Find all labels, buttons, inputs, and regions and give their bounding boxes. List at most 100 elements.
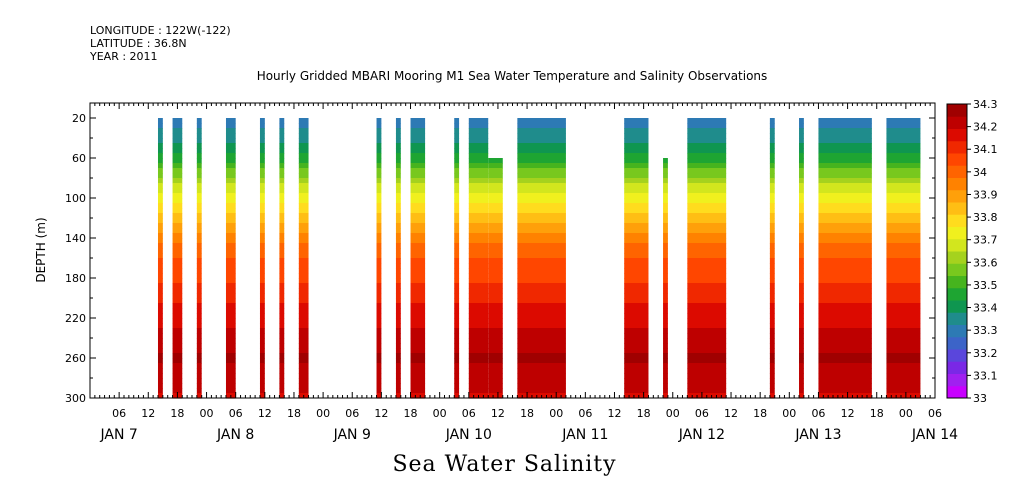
data-cell (818, 393, 872, 399)
data-cell (376, 148, 382, 154)
data-cell (157, 198, 163, 204)
data-cell (298, 148, 309, 154)
data-cell (157, 218, 163, 224)
data-cell (395, 158, 401, 164)
data-cell (376, 353, 382, 359)
data-cell (517, 293, 566, 299)
data-cell (488, 278, 503, 284)
data-cell (196, 188, 202, 194)
data-cell (886, 263, 921, 269)
data-cell (172, 193, 183, 199)
data-cell (196, 318, 202, 324)
data-cell (886, 163, 921, 169)
data-cell (799, 318, 804, 324)
data-cell (172, 303, 183, 309)
data-cell (196, 118, 202, 124)
data-cell (663, 198, 668, 204)
data-cell (468, 273, 489, 279)
data-cell (172, 248, 183, 254)
data-cell (468, 193, 489, 199)
data-cell (663, 358, 668, 364)
data-cell (225, 233, 236, 239)
data-cell (624, 293, 649, 299)
data-cell (376, 188, 382, 194)
data-cell (687, 168, 727, 174)
data-cell (687, 388, 727, 394)
data-cell (157, 173, 163, 179)
data-cell (687, 163, 727, 169)
data-cell (172, 273, 183, 279)
data-cell (395, 238, 401, 244)
data-cell (517, 328, 566, 334)
data-cell (225, 238, 236, 244)
data-cell (454, 343, 460, 349)
data-cell (624, 198, 649, 204)
data-cell (886, 248, 921, 254)
data-cell (468, 303, 489, 309)
data-cell (225, 313, 236, 319)
data-cell (818, 368, 872, 374)
data-cell (769, 333, 775, 339)
data-cell (395, 313, 401, 319)
data-cell (818, 293, 872, 299)
data-cell (818, 208, 872, 214)
data-cell (488, 338, 503, 344)
data-cell (225, 163, 236, 169)
data-cell (410, 163, 426, 169)
data-cell (663, 188, 668, 194)
data-cell (769, 243, 775, 249)
data-cell (663, 338, 668, 344)
data-cell (799, 308, 804, 314)
data-cell (279, 163, 285, 169)
colorbar-swatch (947, 165, 967, 178)
data-cell (687, 353, 727, 359)
data-cell (225, 328, 236, 334)
data-cell (517, 163, 566, 169)
data-cell (488, 203, 503, 209)
x-tick-label: 18 (404, 407, 418, 420)
data-cell (687, 243, 727, 249)
data-cell (410, 348, 426, 354)
data-cell (517, 173, 566, 179)
data-cell (376, 308, 382, 314)
data-cell (663, 168, 668, 174)
data-cell (886, 298, 921, 304)
data-cell (395, 198, 401, 204)
data-cell (376, 208, 382, 214)
data-cell (769, 188, 775, 194)
data-cell (395, 178, 401, 184)
data-cell (279, 288, 285, 294)
colorbar-label: 33.4 (973, 302, 998, 315)
data-cell (157, 283, 163, 289)
data-cell (769, 158, 775, 164)
data-cell (468, 388, 489, 394)
data-cell (395, 228, 401, 234)
data-cell (157, 338, 163, 344)
data-cell (172, 283, 183, 289)
data-cell (663, 363, 668, 369)
colorbar-swatch (947, 177, 967, 191)
data-cell (517, 263, 566, 269)
data-cell (172, 338, 183, 344)
data-cell (517, 273, 566, 279)
data-cell (517, 278, 566, 284)
data-cell (624, 173, 649, 179)
data-cell (624, 118, 649, 124)
data-cell (468, 353, 489, 359)
data-cell (663, 243, 668, 249)
data-cell (376, 248, 382, 254)
data-cell (259, 313, 265, 319)
data-cell (799, 338, 804, 344)
data-cell (799, 348, 804, 354)
y-tick-label: 180 (65, 272, 86, 285)
data-cell (818, 133, 872, 139)
data-cell (298, 373, 309, 379)
bottom-title: Sea Water Salinity (392, 452, 617, 477)
data-segment (196, 118, 202, 399)
data-cell (225, 118, 236, 124)
data-cell (769, 328, 775, 334)
data-cell (769, 153, 775, 159)
year-label: YEAR : 2011 (90, 50, 158, 63)
data-cell (769, 268, 775, 274)
data-cell (818, 273, 872, 279)
